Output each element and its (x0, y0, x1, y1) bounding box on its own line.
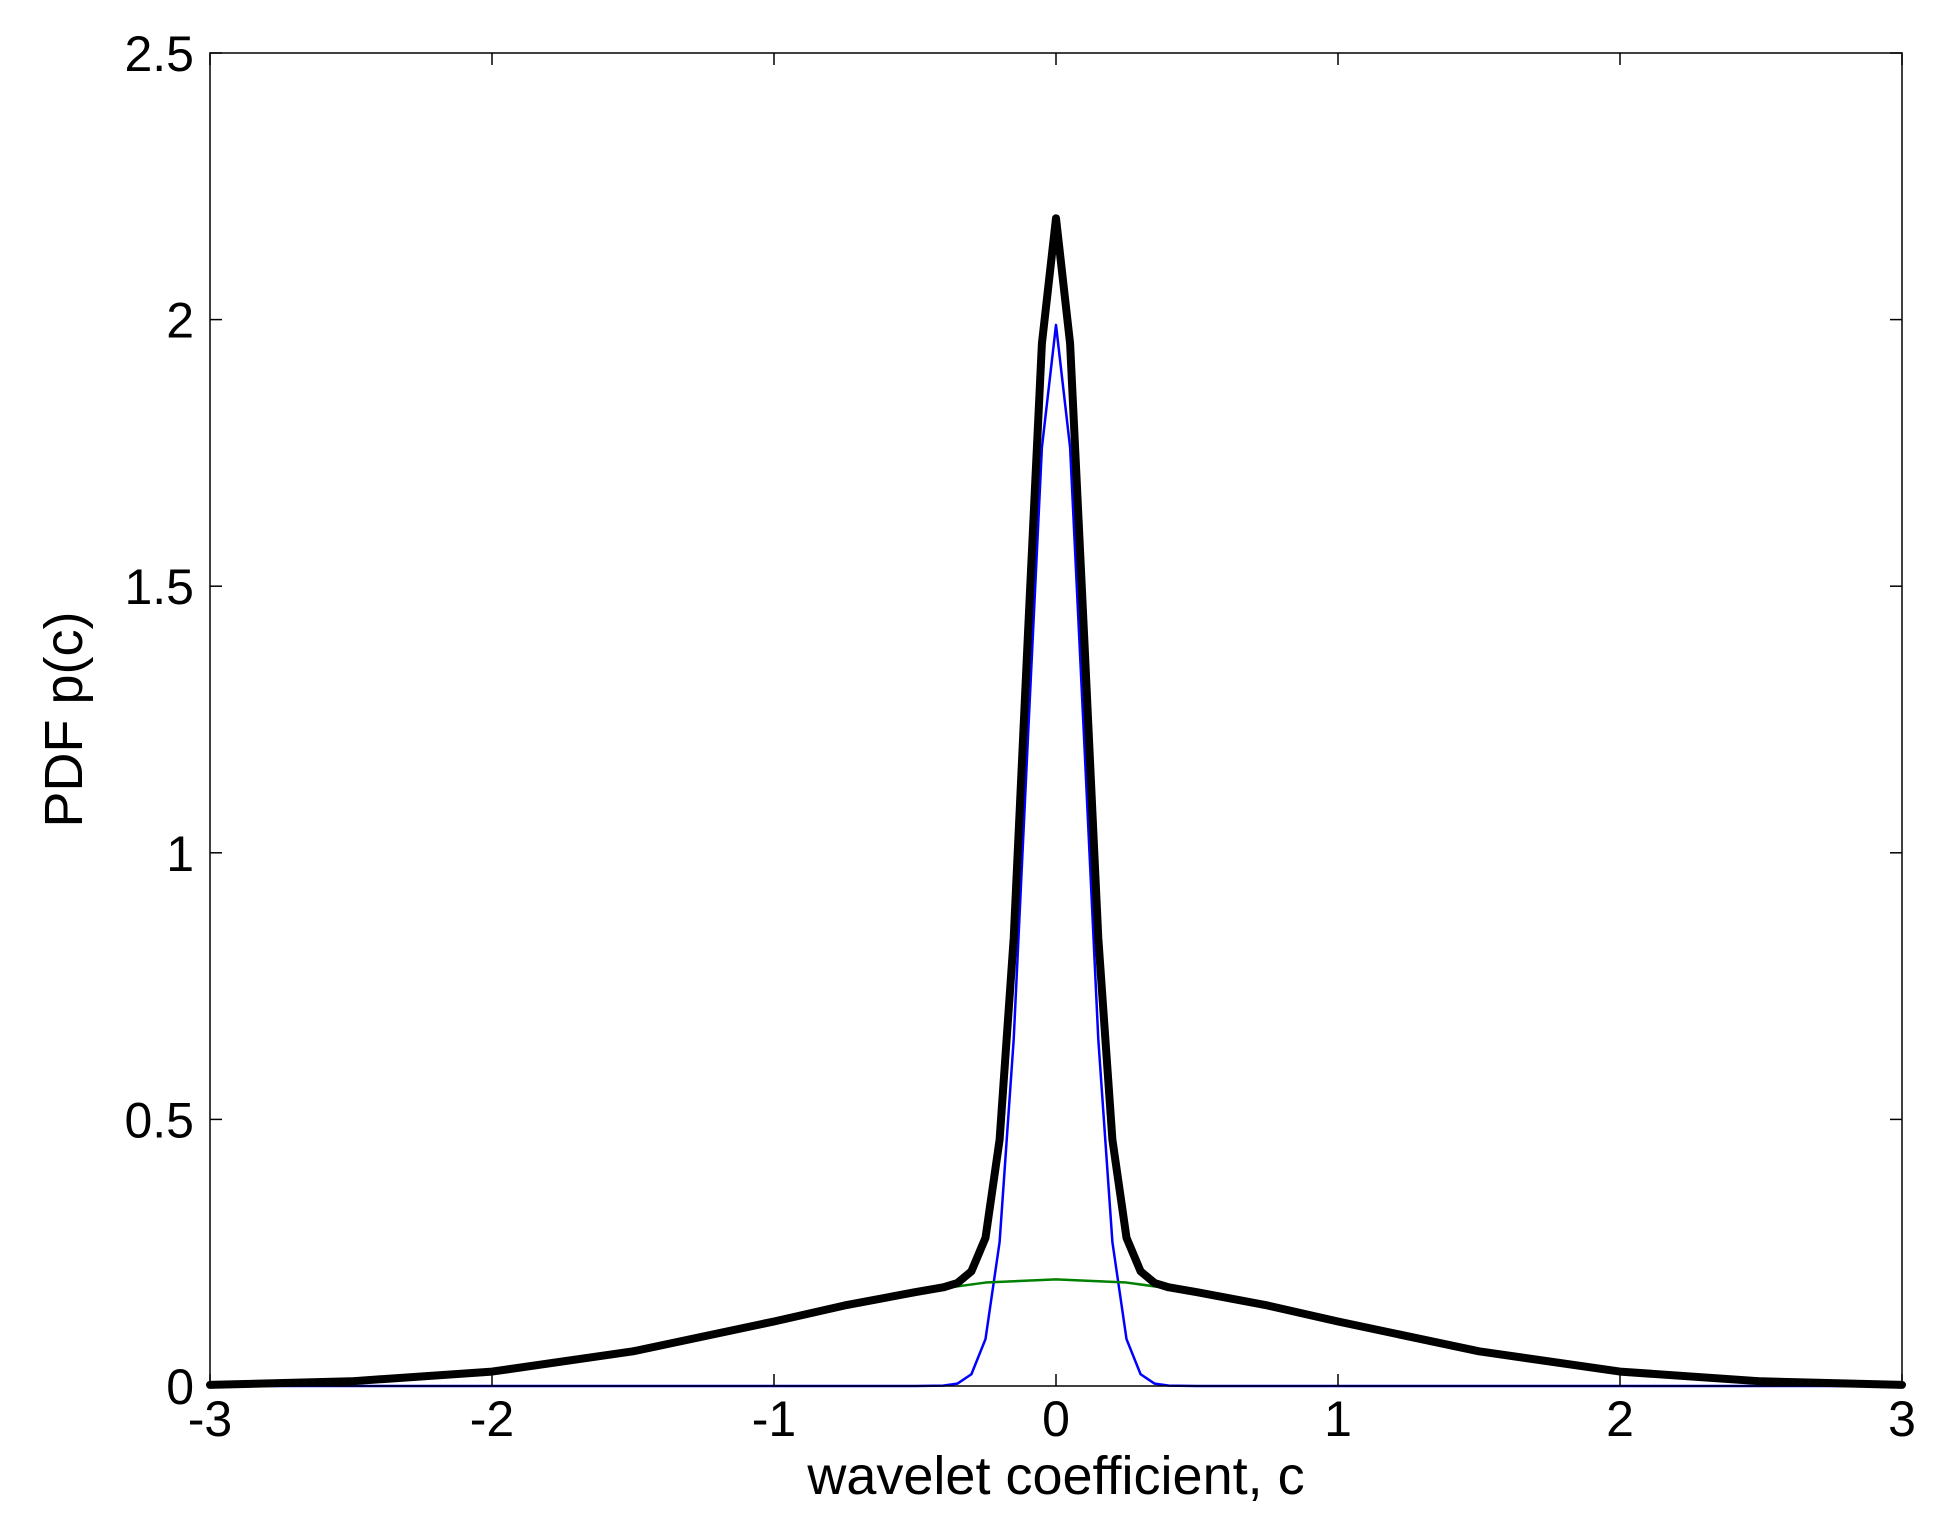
x-tick-label: -3 (188, 1391, 232, 1447)
y-tick-label: 0.5 (124, 1092, 194, 1148)
tick-labels: -3 -2 -1 0 1 2 3 0 0.5 1 1.5 2 2.5 (124, 26, 1915, 1447)
y-tick-label: 0 (166, 1359, 194, 1415)
x-axis-title: wavelet coefficient, c (806, 1446, 1304, 1506)
x-tick-label: 1 (1324, 1391, 1352, 1447)
y-tick-label: 1.5 (124, 559, 194, 615)
y-tick-label: 2 (166, 293, 194, 349)
x-tick-label: 0 (1042, 1391, 1070, 1447)
y-axis-title: PDF p(c) (34, 612, 94, 828)
x-tick-label: 3 (1888, 1391, 1916, 1447)
x-tick-label: -2 (470, 1391, 514, 1447)
plot-frame (209, 52, 1903, 1387)
x-tick-label: -1 (752, 1391, 796, 1447)
y-tick-label: 2.5 (124, 26, 194, 82)
x-tick-label: 2 (1606, 1391, 1634, 1447)
series-line-3 (206, 214, 1906, 1389)
y-tick-label: 1 (166, 826, 194, 882)
